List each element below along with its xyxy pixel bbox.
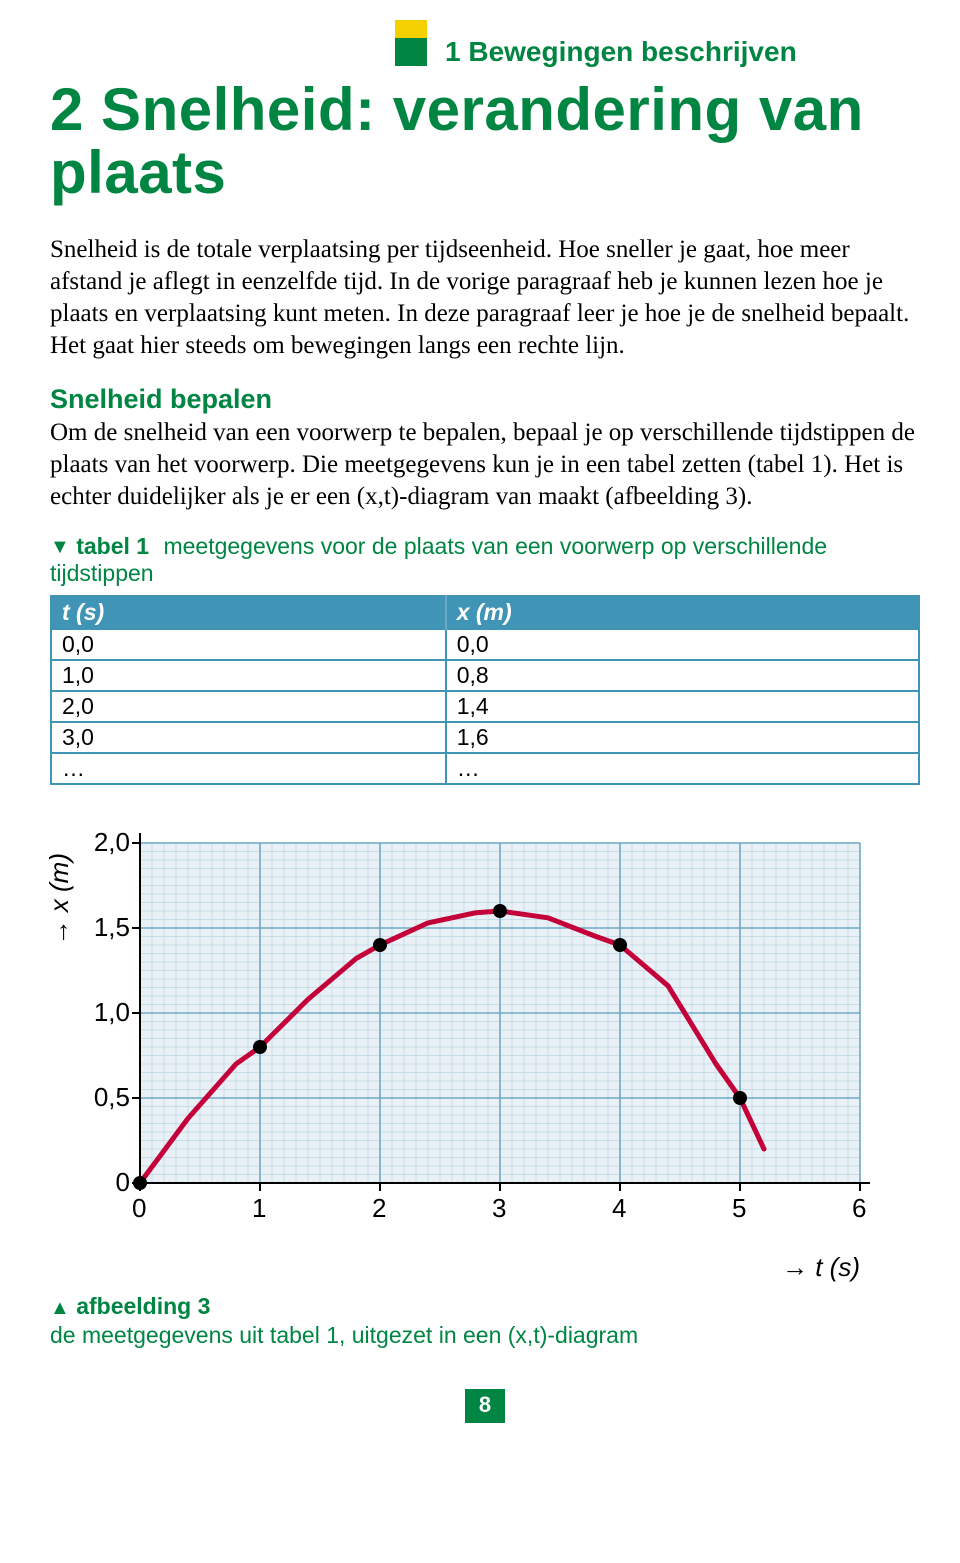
table-caption: ▼ tabel 1 meetgegevens voor de plaats va…	[50, 533, 920, 587]
table-col-t: t (s)	[51, 595, 446, 630]
y-tick-label: 1,5	[80, 912, 130, 943]
table-row: ……	[51, 753, 919, 784]
page-number-wrap: 8	[50, 1389, 920, 1423]
figure-caption: ▲ afbeelding 3 de meetgegevens uit tabel…	[50, 1293, 920, 1349]
table-cell: 1,0	[51, 660, 446, 691]
section-body: Om de snelheid van een voorwerp te bepal…	[50, 417, 920, 513]
table-cell: 0,8	[446, 660, 919, 691]
table-row: 3,01,6	[51, 722, 919, 753]
table-cell: …	[446, 753, 919, 784]
y-axis-label: → x (m)	[44, 853, 75, 945]
x-tick-label: 3	[492, 1193, 506, 1224]
page-number: 8	[465, 1389, 505, 1423]
x-tick-label: 6	[852, 1193, 866, 1224]
table-cell: 1,4	[446, 691, 919, 722]
table-row: 2,01,4	[51, 691, 919, 722]
xt-chart: → x (m) → t (s) 012345600,51,01,52,0	[50, 813, 920, 1243]
y-tick-label: 0,5	[80, 1082, 130, 1113]
table-body: 0,00,01,00,82,01,43,01,6……	[51, 630, 919, 784]
block-green	[395, 38, 427, 66]
table-header-row: t (s) x (m)	[51, 595, 919, 630]
x-axis-label: → t (s)	[782, 1252, 860, 1283]
chart-svg	[50, 813, 920, 1243]
header-bar: 1 Bewegingen beschrijven	[50, 20, 920, 68]
x-tick-label: 4	[612, 1193, 626, 1224]
block-yellow	[395, 20, 427, 38]
table-label: tabel 1	[76, 533, 149, 559]
table-caption-text: meetgegevens voor de plaats van een voor…	[50, 533, 827, 586]
intro-paragraph: Snelheid is de totale verplaatsing per t…	[50, 234, 920, 362]
table-cell: …	[51, 753, 446, 784]
x-tick-label: 1	[252, 1193, 266, 1224]
figure-caption-text: de meetgegevens uit tabel 1, uitgezet in…	[50, 1322, 920, 1349]
triangle-down-icon: ▼	[50, 536, 70, 559]
y-tick-label: 0	[80, 1167, 130, 1198]
section-title: Snelheid bepalen	[50, 384, 920, 415]
table-cell: 3,0	[51, 722, 446, 753]
title-number: 2	[50, 76, 84, 143]
table-cell: 0,0	[446, 630, 919, 660]
y-tick-label: 2,0	[80, 827, 130, 858]
x-tick-label: 0	[132, 1193, 146, 1224]
table-row: 0,00,0	[51, 630, 919, 660]
title-text: Snelheid: verandering van plaats	[50, 76, 864, 206]
y-tick-label: 1,0	[80, 997, 130, 1028]
x-tick-label: 5	[732, 1193, 746, 1224]
x-tick-label: 2	[372, 1193, 386, 1224]
figure-label: afbeelding 3	[76, 1293, 210, 1319]
table-cell: 0,0	[51, 630, 446, 660]
table-cell: 2,0	[51, 691, 446, 722]
triangle-up-icon: ▲	[50, 1297, 70, 1319]
page-title: 2 Snelheid: verandering van plaats	[50, 78, 920, 204]
data-table: t (s) x (m) 0,00,01,00,82,01,43,01,6……	[50, 595, 920, 785]
header-color-blocks	[395, 20, 427, 66]
table-cell: 1,6	[446, 722, 919, 753]
table-row: 1,00,8	[51, 660, 919, 691]
chapter-label: 1 Bewegingen beschrijven	[445, 36, 797, 68]
table-col-x: x (m)	[446, 595, 919, 630]
